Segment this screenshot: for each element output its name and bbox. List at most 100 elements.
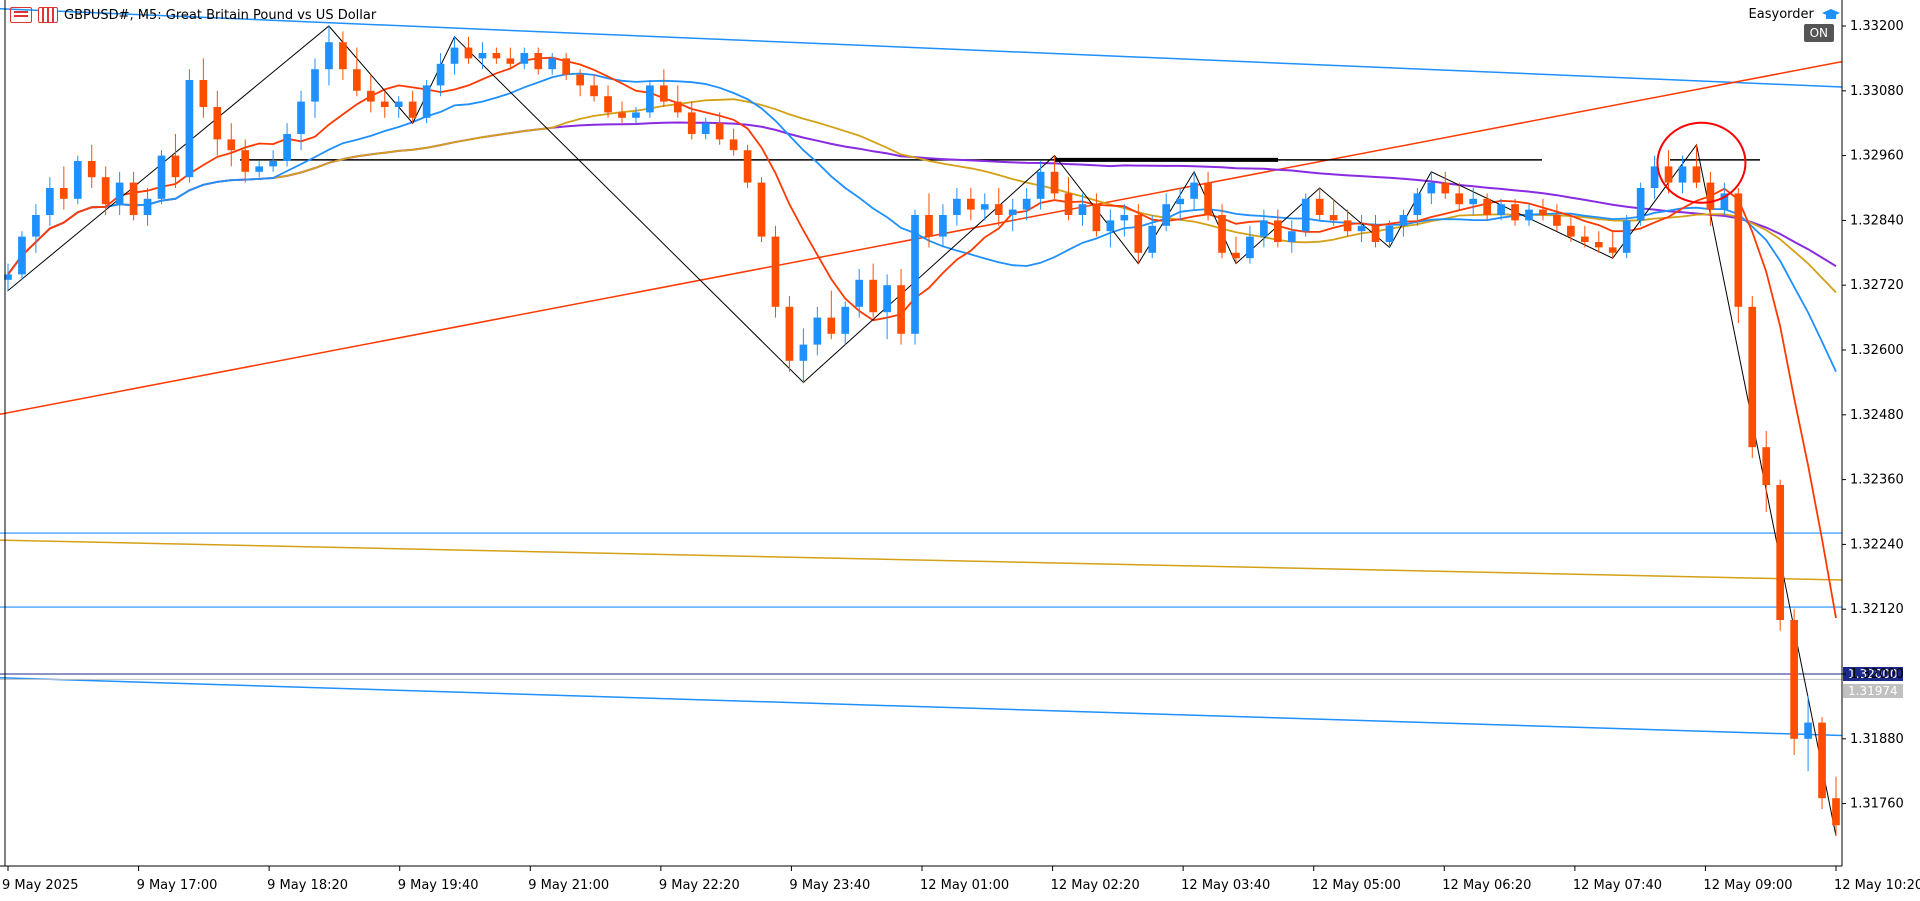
candle-body [1455,193,1464,205]
y-tick-label: 1.32480 [1850,408,1904,423]
candle-body [1427,182,1436,194]
candle-body [1678,166,1687,183]
candle-body [1399,215,1408,226]
candle-body [283,134,291,161]
candle-body [1413,193,1422,215]
candle-body [1287,231,1296,242]
candle-body [715,123,724,140]
candle-body [1148,225,1157,253]
ea-status-badge[interactable]: ON [1803,24,1834,42]
candle-body [380,101,389,107]
highlight-circle [1656,121,1747,204]
current-price-label-bg [1843,684,1903,699]
candle-body [1692,166,1701,183]
candle-body [408,101,417,118]
candle-body [1567,225,1575,237]
y-tick-label: 1.33080 [1850,84,1904,99]
x-tick-label: 12 May 01:00 [920,878,1009,893]
candle-body [185,80,194,178]
candle-body [87,161,96,178]
candle-body [59,188,68,199]
candle-body [548,58,557,70]
candle-body [1664,166,1673,183]
candle-body [687,112,696,134]
channel-upper-line [0,7,1843,88]
x-tick-label: 12 May 02:20 [1051,878,1140,893]
candle-body [1064,193,1073,215]
ea-name: Easyorder [1748,7,1814,22]
candle-body [1790,620,1798,739]
y-tick-label: 1.32000 [1850,667,1904,682]
candle-body [4,274,12,280]
candle-body [492,53,501,59]
symbol-icon [38,7,58,23]
candle-body [1329,215,1338,221]
candle-body [953,198,961,215]
candle-body [1497,204,1505,215]
candle-body [422,85,431,118]
current-price-label: 1.31974 [1848,684,1898,698]
candle-body [660,85,668,102]
candle-body [1162,204,1171,226]
candle-body [1022,198,1031,210]
y-tick-label: 1.32840 [1850,213,1904,228]
x-tick-label: 12 May 03:40 [1181,878,1270,893]
x-tick-label: 12 May 06:20 [1442,878,1531,893]
candle-body [757,182,766,237]
candle-body [1134,215,1143,253]
candle-body [227,139,236,151]
candle-body [255,166,264,172]
candle-body [1357,225,1366,232]
candle-body [269,161,277,167]
y-tick-label: 1.31880 [1850,732,1904,747]
candle-body [939,215,947,237]
candle-body [1650,166,1659,188]
candle-body [1036,171,1045,199]
candle-body [632,112,640,118]
candle-body [1078,204,1087,215]
candle-body [1622,220,1631,253]
candle-body [1260,220,1268,237]
candle-body [366,90,375,102]
x-tick-label: 9 May 23:40 [789,878,870,893]
chart-menu-icon[interactable] [10,7,32,23]
candle-body [18,236,26,275]
y-tick-label: 1.32360 [1850,473,1904,488]
candle-body [1232,252,1240,259]
candle-body [925,215,933,237]
symbol-title: GBPUSD#, M5: Great Britain Pound vs US D… [64,7,377,23]
channel-lower-line [0,677,1843,737]
bid-price-label-bg [1843,667,1903,681]
graduation-cap-icon [1822,8,1840,19]
candle-body [562,58,571,75]
x-tick-label: 9 May 19:40 [398,878,479,893]
candle-body [1748,306,1757,448]
y-tick-label: 1.33200 [1850,19,1904,34]
candle-body [394,101,403,107]
candle-body [1050,171,1059,194]
candle-body [1636,188,1645,221]
candle-body [1190,182,1198,199]
candle-body [827,317,836,334]
candle-body [1818,722,1826,799]
candle-body [897,285,905,334]
y-tick-label: 1.32960 [1850,149,1904,164]
candle-body [311,69,319,102]
candle-body [841,306,850,334]
candle-body [813,317,822,345]
x-tick-label: 9 May 18:20 [267,878,348,893]
candle-body [1176,198,1184,205]
candle-body [171,155,180,178]
candle-body [1120,215,1129,221]
candle-body [590,85,598,97]
candle-body [199,80,208,107]
candle-body [1483,198,1491,215]
candle-body [520,53,529,64]
candle-body [325,42,333,70]
x-tick-label: 9 May 22:20 [659,878,740,893]
x-tick-label: 12 May 05:00 [1312,878,1401,893]
bid-price-label: 1.32000 [1848,667,1898,681]
